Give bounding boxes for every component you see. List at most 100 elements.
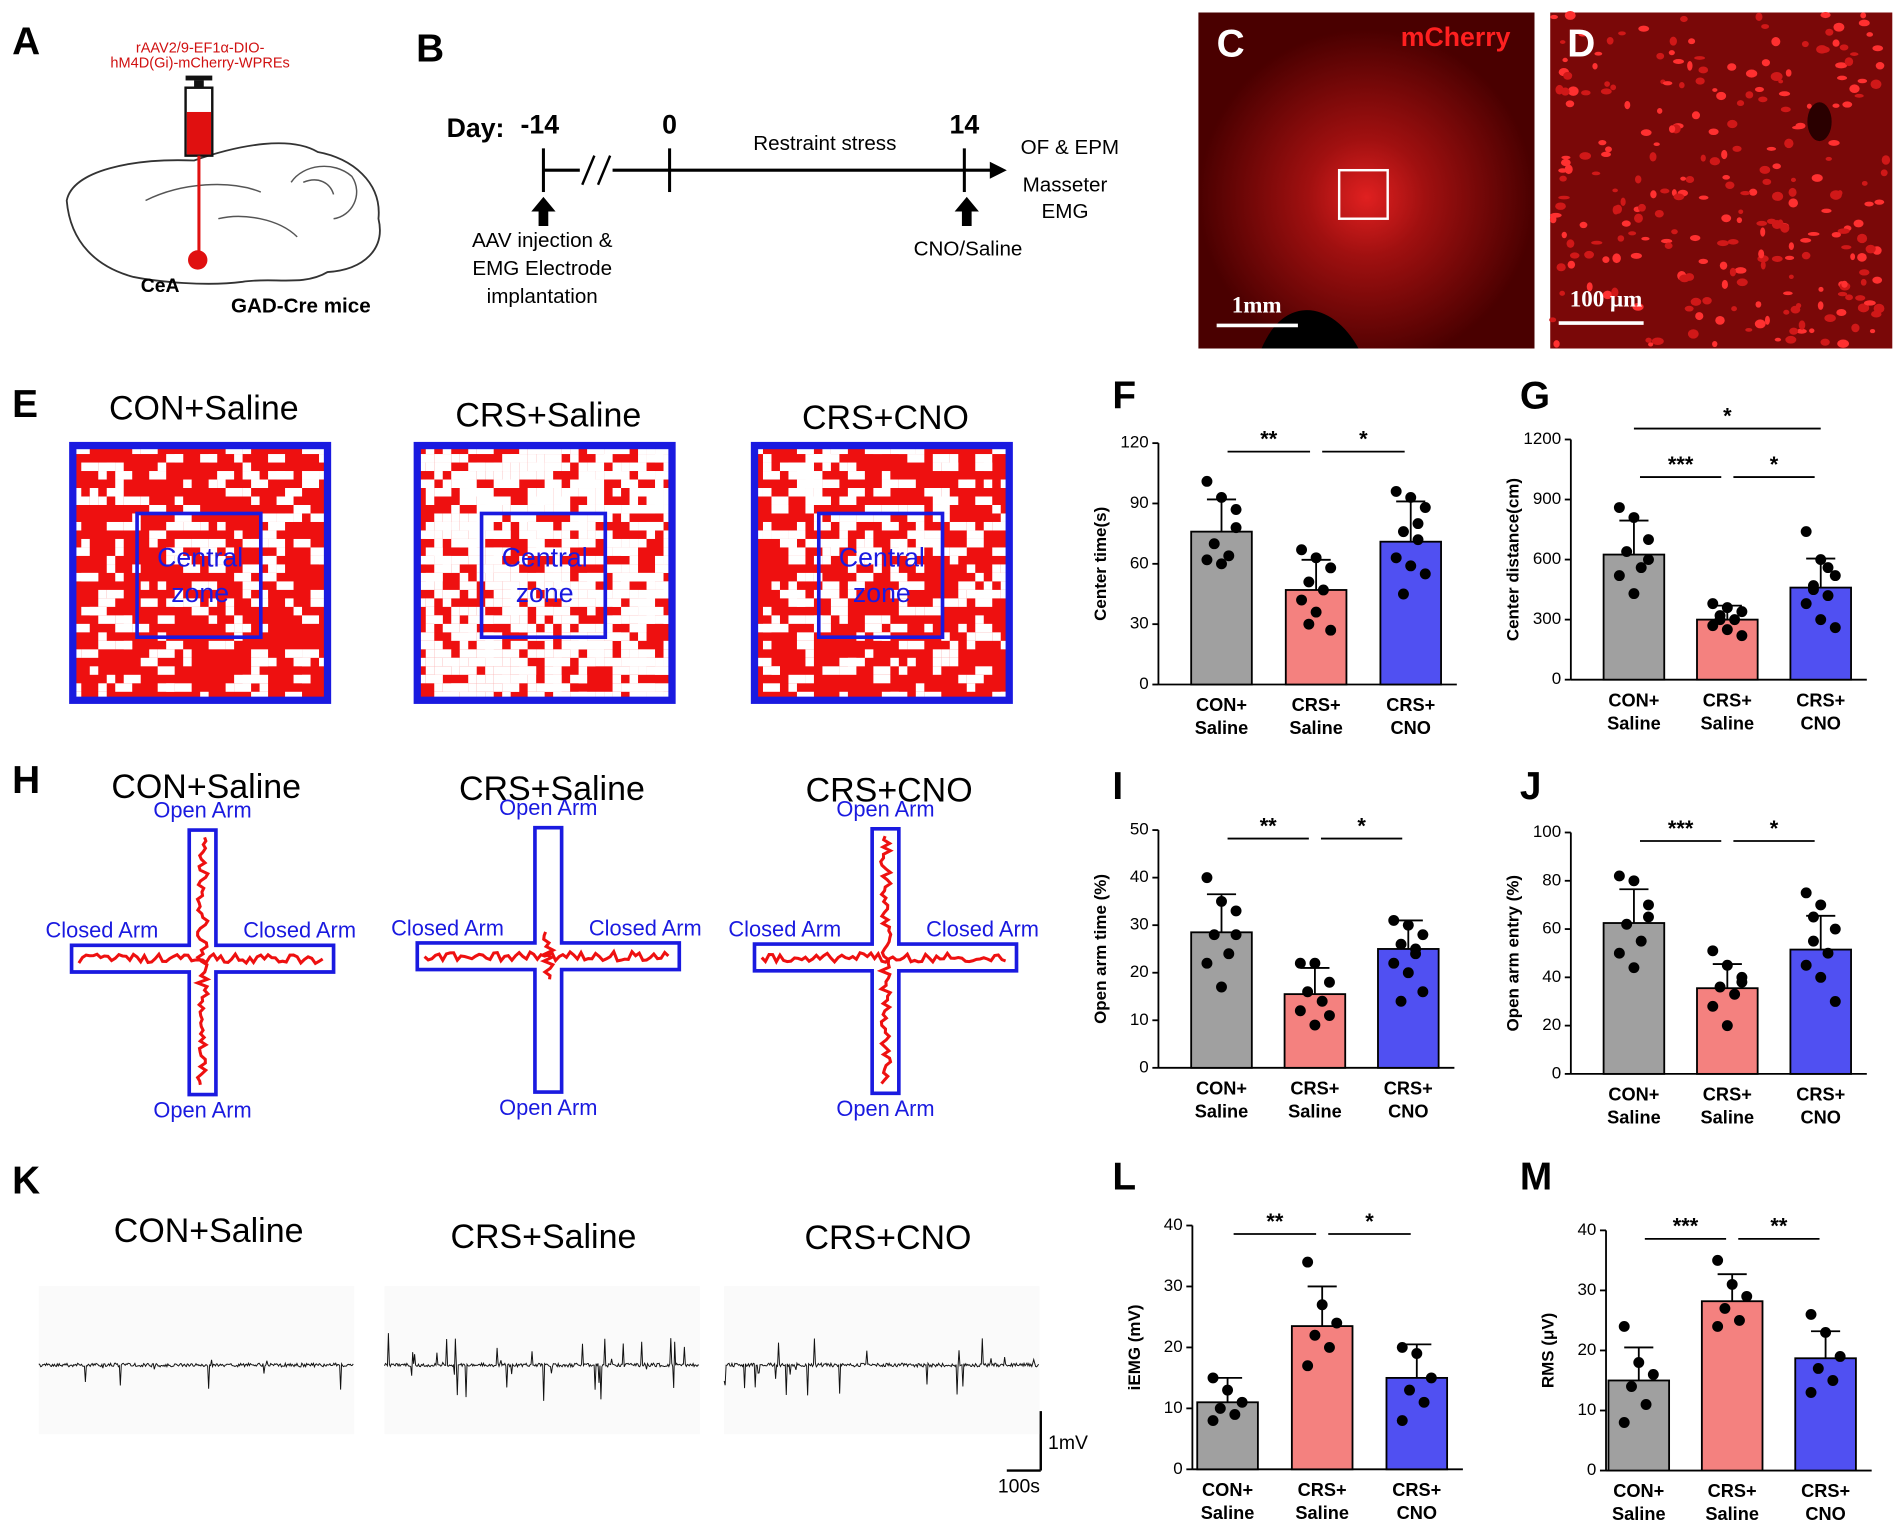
bar	[1602, 553, 1666, 681]
cell	[1833, 22, 1845, 32]
gap	[510, 615, 520, 624]
cell	[1749, 188, 1758, 196]
gap	[200, 691, 209, 701]
gap	[830, 513, 840, 522]
x-tick-label: Saline	[1607, 1108, 1661, 1128]
gap	[578, 530, 588, 539]
gap	[621, 547, 639, 556]
gap	[319, 454, 328, 463]
gap	[830, 445, 848, 455]
gap	[612, 632, 630, 641]
virus-label: rAAV2/9-EF1α-DIO-	[136, 41, 265, 57]
cell	[1820, 338, 1830, 346]
gap	[476, 691, 486, 701]
gap	[459, 471, 477, 480]
cell	[1660, 188, 1670, 194]
gap	[975, 454, 993, 463]
cell	[1565, 100, 1575, 108]
gap	[663, 513, 673, 522]
gap	[510, 471, 520, 480]
event-arrow	[954, 196, 979, 226]
gap	[762, 471, 780, 480]
injection-site	[188, 250, 208, 270]
data-point	[1829, 622, 1841, 634]
treatment-label: CNO/Saline	[914, 238, 1023, 261]
cell	[1745, 69, 1758, 78]
gap	[544, 479, 562, 489]
gap	[302, 479, 320, 489]
data-point	[1800, 598, 1812, 610]
data-point	[1412, 534, 1424, 546]
cell	[1850, 52, 1859, 56]
cell	[1715, 315, 1725, 325]
gap	[864, 504, 882, 514]
gap	[646, 445, 656, 455]
gap	[251, 691, 269, 701]
y-tick-label: 40	[1164, 1215, 1183, 1234]
gap	[174, 555, 192, 565]
cell	[1778, 79, 1784, 84]
cell	[1857, 233, 1868, 244]
gap	[638, 623, 647, 633]
gap	[805, 649, 814, 658]
gap	[553, 649, 571, 658]
gap	[191, 606, 209, 616]
cell	[1789, 327, 1799, 335]
trace-bg	[38, 1286, 355, 1435]
cell	[1579, 152, 1592, 160]
gap	[468, 547, 486, 556]
gap	[915, 521, 925, 531]
gap	[200, 521, 209, 531]
gap	[502, 547, 511, 556]
gap	[89, 666, 99, 675]
cell	[1761, 24, 1770, 29]
gap	[570, 521, 588, 531]
gap	[485, 564, 494, 573]
data-point	[1635, 935, 1647, 947]
x-tick-label: Saline	[1705, 1504, 1759, 1524]
cell	[1698, 258, 1709, 264]
gap	[873, 445, 891, 455]
gap	[578, 504, 596, 514]
gap	[966, 674, 984, 684]
gap	[915, 606, 925, 616]
gap	[98, 496, 107, 505]
gap	[847, 589, 857, 599]
y-tick-label: 40	[1542, 967, 1561, 986]
data-point	[1402, 919, 1414, 931]
gap	[544, 666, 562, 675]
cell	[1772, 163, 1781, 170]
gap	[434, 471, 443, 480]
gap	[510, 640, 528, 650]
data-point	[1208, 538, 1220, 550]
gap	[762, 462, 772, 472]
cell	[1860, 12, 1867, 19]
data-point	[1207, 1415, 1219, 1427]
gap	[822, 555, 831, 565]
gap	[434, 657, 443, 667]
data-point	[1736, 630, 1748, 642]
cell	[1855, 295, 1866, 301]
gap	[907, 555, 916, 565]
gap	[788, 538, 797, 548]
event-arrow	[531, 196, 556, 226]
gap	[502, 657, 511, 667]
x-tick-label: CNO	[1801, 713, 1841, 733]
gap	[502, 649, 520, 658]
gap	[493, 496, 511, 505]
cell	[1780, 106, 1791, 113]
cell	[1559, 175, 1567, 182]
gap	[595, 691, 605, 701]
gap	[519, 513, 537, 522]
data-point	[1812, 1363, 1824, 1374]
gap	[907, 445, 916, 455]
cell	[1881, 155, 1891, 165]
central-zone	[135, 511, 263, 640]
gap	[417, 632, 435, 641]
cell	[1611, 287, 1619, 298]
cell	[1734, 267, 1747, 274]
gap	[754, 657, 763, 667]
cell	[1796, 328, 1807, 334]
gap	[276, 547, 286, 556]
cell	[1759, 165, 1771, 174]
